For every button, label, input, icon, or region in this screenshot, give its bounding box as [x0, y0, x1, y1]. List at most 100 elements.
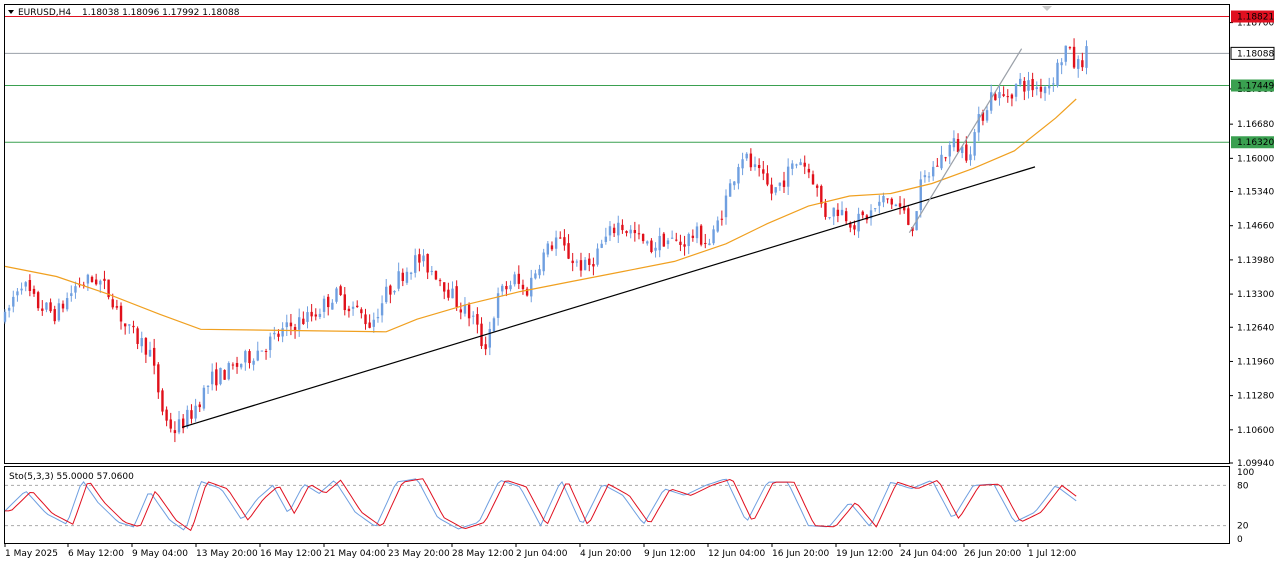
level-label-current: 1.18088 [1237, 49, 1274, 59]
candle-body [820, 185, 823, 204]
candle-body [223, 370, 226, 380]
candle-body [857, 213, 860, 232]
candle-body [803, 162, 806, 167]
candle-body [778, 182, 782, 186]
candle-body [1072, 46, 1076, 68]
y-tick-label: 1.18700 [1237, 19, 1274, 29]
candle-body [1006, 96, 1009, 98]
candle-body [210, 371, 214, 385]
candle-body [45, 302, 48, 310]
candle-body [550, 245, 554, 250]
level-label-box [1231, 10, 1274, 23]
candle-body [1002, 94, 1005, 96]
x-tick-label: 16 May 12:00 [260, 549, 322, 559]
x-tick-label: 28 May 12:00 [452, 549, 514, 559]
candle-body [347, 308, 351, 312]
candle-body [807, 168, 811, 173]
x-tick-label: 1 Jul 12:00 [1028, 549, 1077, 559]
indicator-label: Sto(5,3,3) 55.0000 57.0600 [9, 472, 134, 482]
candle-body [53, 309, 56, 322]
candle-body [244, 351, 247, 363]
candle-body [675, 239, 678, 241]
candle-body [1019, 78, 1022, 85]
candle-body [579, 260, 583, 271]
candle-body [293, 327, 297, 331]
candle-body [459, 309, 463, 313]
candle-body [285, 322, 288, 328]
candle-body [1035, 87, 1038, 90]
candle-body [488, 328, 492, 348]
candle-body [343, 294, 346, 311]
candle-body [617, 222, 620, 236]
menu-arrow-icon[interactable] [8, 10, 14, 14]
candle-body [451, 288, 454, 299]
level-price-labels: 1.18821 1.18088 1.17449 1.16320 [1230, 10, 1275, 149]
y-tick-label: 1.16680 [1237, 120, 1274, 130]
candle-body [198, 404, 201, 408]
candle-body [923, 175, 927, 178]
candle-body [708, 243, 711, 246]
candle-body [3, 311, 7, 322]
candle-body [227, 363, 230, 380]
candle-body [393, 290, 396, 293]
level-label-support: 1.17449 [1237, 81, 1274, 91]
candle-body [724, 195, 728, 218]
candle-body [699, 225, 703, 245]
candle-body [774, 187, 777, 193]
candle-body [111, 299, 114, 308]
x-tick-label: 1 May 2025 [5, 549, 58, 559]
moving-average [4, 98, 1077, 333]
candle-body [766, 173, 769, 185]
candle-body [132, 325, 135, 328]
candle-body [380, 303, 384, 316]
candle-body [422, 255, 425, 262]
candle-body [530, 277, 533, 297]
time-axis: 1 May 2025 6 May 12:00 9 May 04:00 13 May 2… [4, 543, 1077, 559]
candle-body [563, 237, 566, 246]
scroll-marker-icon[interactable] [1042, 6, 1052, 11]
candle-body [712, 229, 715, 244]
candle-body [720, 218, 724, 220]
level-label-resistance: 1.18821 [1237, 13, 1274, 23]
candle-body [239, 363, 243, 368]
candle-body [447, 289, 450, 298]
candle-body [314, 314, 317, 317]
x-tick-label: 6 May 12:00 [68, 549, 124, 559]
y-tick-label: 1.10600 [1237, 426, 1274, 436]
candle-body [231, 364, 235, 366]
candle-body [405, 271, 409, 283]
x-tick-label: 19 Jun 12:00 [836, 549, 893, 559]
indicator-panel-frame [4, 466, 1230, 544]
candle-body [733, 181, 736, 186]
level-label-box [1230, 46, 1275, 60]
candle-body [985, 110, 989, 121]
candle-body [542, 252, 545, 272]
candle-body [368, 322, 371, 328]
candle-body [878, 201, 881, 206]
candle-body [215, 369, 218, 386]
candle-body [302, 318, 305, 324]
candle-body [840, 209, 844, 216]
candle-body [173, 430, 177, 434]
sto-level-label: 20 [1237, 522, 1249, 532]
x-tick-label: 21 May 04:00 [324, 549, 386, 559]
candle-body [492, 318, 496, 332]
candle-body [74, 286, 77, 293]
x-tick-label: 13 May 20:00 [196, 549, 258, 559]
candle-body [476, 314, 479, 325]
candle-body [339, 286, 342, 295]
candle-body [1048, 85, 1051, 89]
candle-body [824, 202, 827, 217]
candle-body [385, 286, 388, 303]
candle-body [583, 259, 587, 271]
candle-body [753, 164, 757, 167]
candle-body [882, 195, 885, 203]
sto-main-line [4, 478, 1077, 531]
y-tick-label: 1.13980 [1237, 256, 1274, 266]
candle-body [94, 279, 98, 285]
candle-body [484, 344, 487, 350]
candle-body [662, 233, 666, 247]
candle-body [331, 302, 334, 310]
sto-level-label: 0 [1237, 535, 1243, 545]
